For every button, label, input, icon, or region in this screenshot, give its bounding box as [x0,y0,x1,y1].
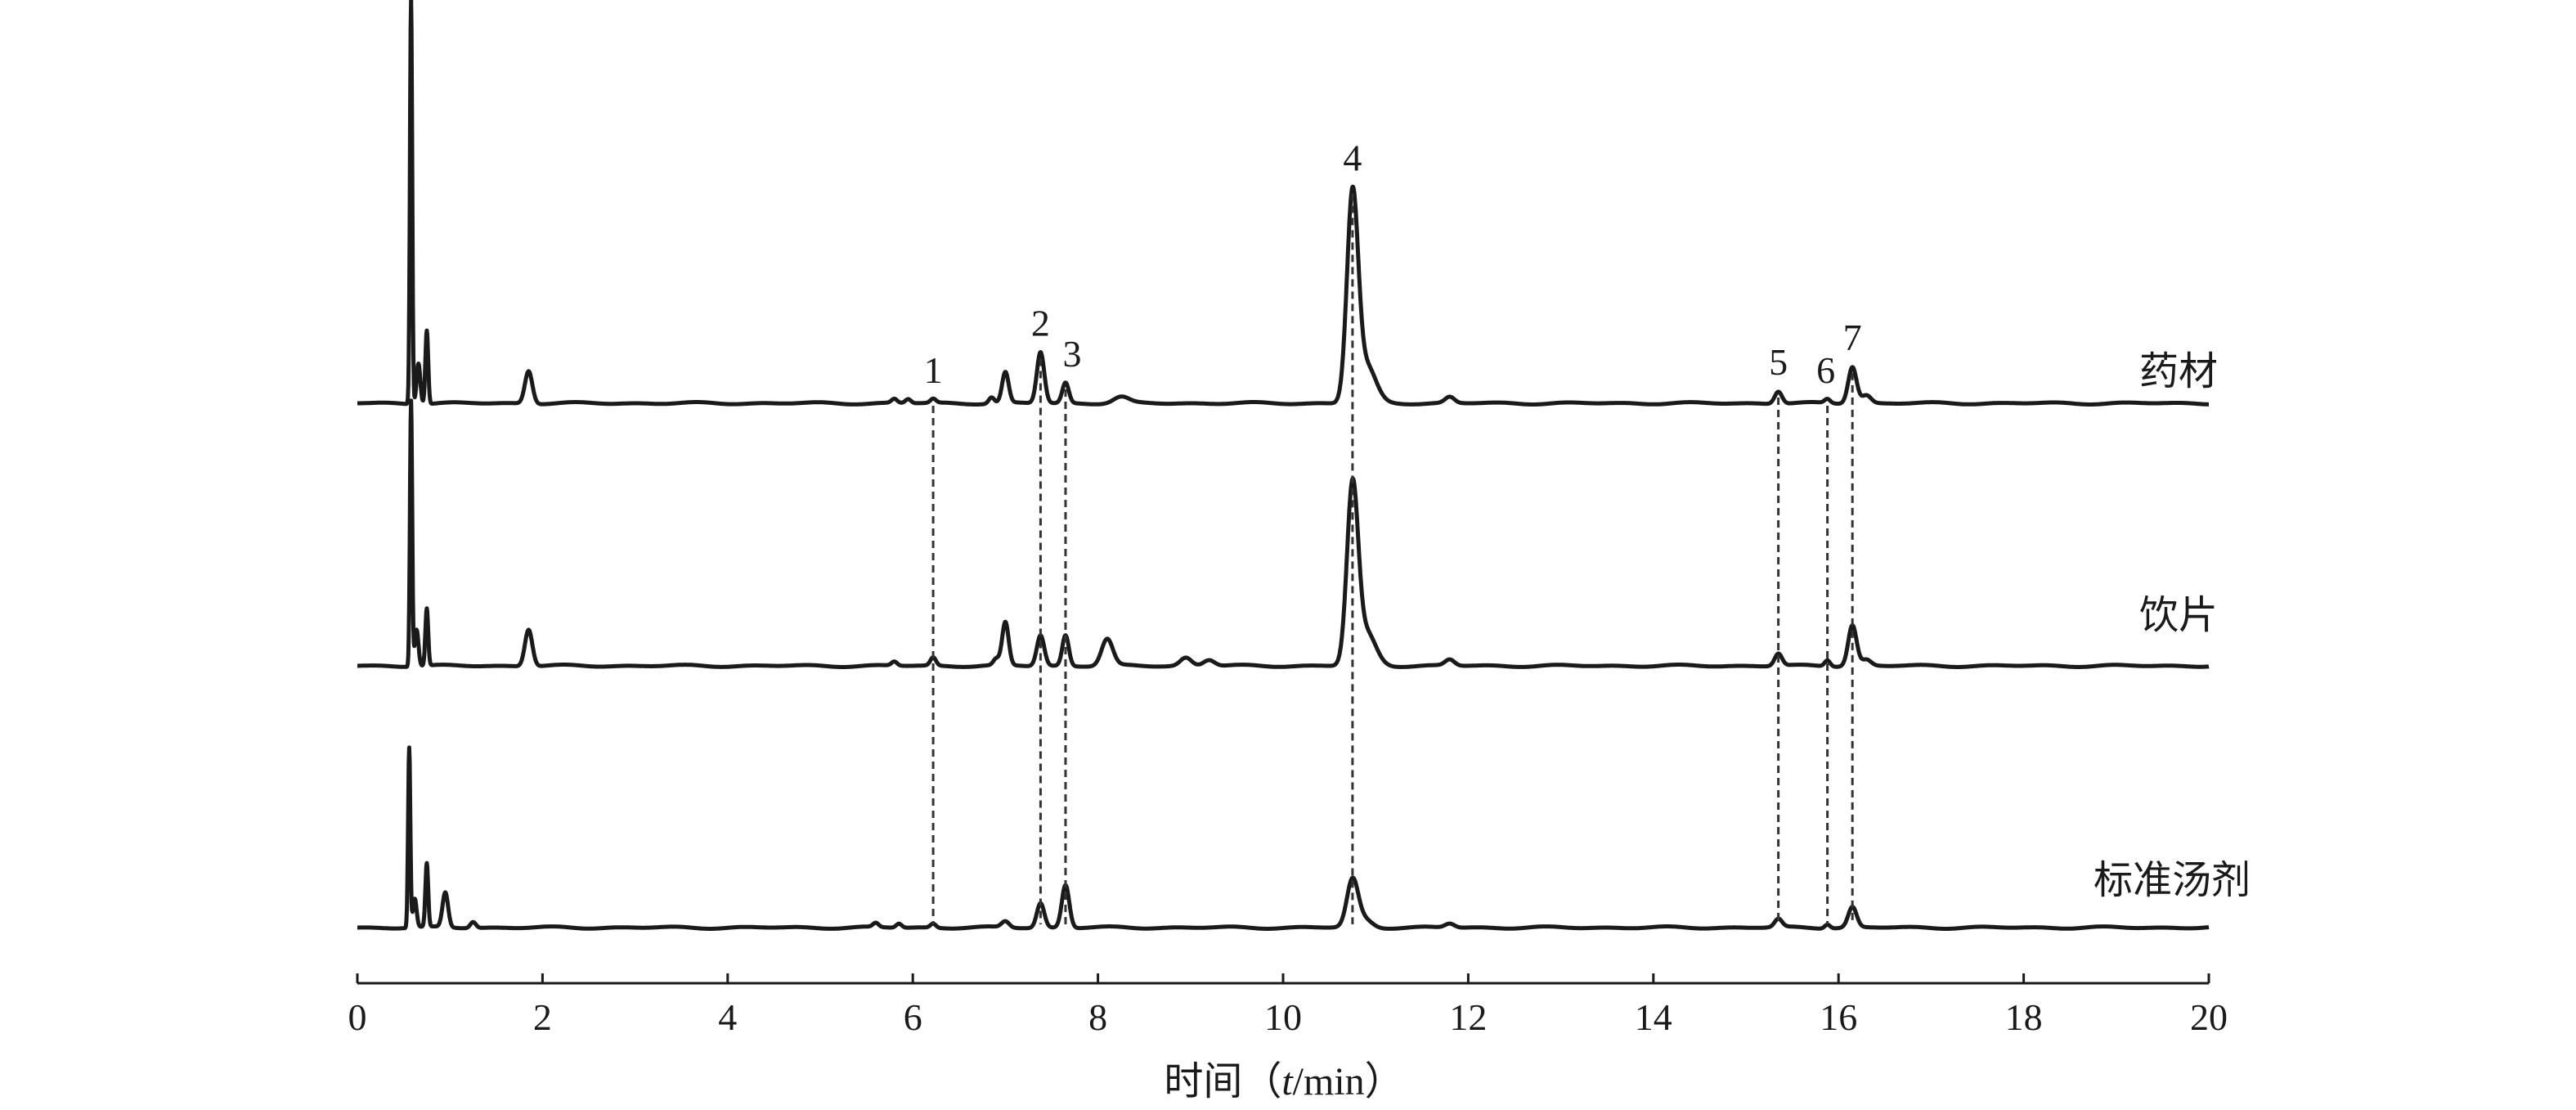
x-tick-label: 12 [1449,996,1487,1038]
x-tick-label: 16 [1820,996,1857,1038]
x-axis-label: 时间（t/min） [1164,1060,1403,1103]
peak-label: 1 [924,349,943,391]
traces [356,0,2210,931]
trace-label: 标准汤剂 [2094,859,2251,902]
peak-label: 7 [1843,317,1862,358]
x-tick-label: 0 [348,996,367,1038]
x-tick-label: 18 [2005,996,2043,1038]
peak-label: 4 [1343,137,1362,178]
peak-label: 6 [1816,349,1835,391]
peak-marker-lines [931,193,1854,924]
peak-label: 3 [1062,333,1081,375]
trace-label: 饮片 [2139,594,2218,637]
x-tick-label: 6 [904,996,922,1038]
trace-line-2 [356,398,2210,669]
x-tick-label: 14 [1635,996,1672,1038]
trace-line-3 [356,745,2210,931]
peak-label: 5 [1769,341,1788,383]
peak-label: 2 [1031,303,1050,344]
x-tick-label: 2 [533,996,552,1038]
peak-labels: 1 23 4 5 67 [924,137,1862,391]
trace-line-1 [356,0,2210,407]
x-tick-label: 4 [718,996,737,1038]
x-axis: 0 2 4 6 8 10 12 14 16 18 20 [348,973,2228,1038]
x-tick-label: 20 [2190,996,2228,1038]
trace-label: 药材 [2139,350,2218,393]
x-tick-label: 10 [1264,996,1302,1038]
x-tick-label: 8 [1088,996,1107,1038]
